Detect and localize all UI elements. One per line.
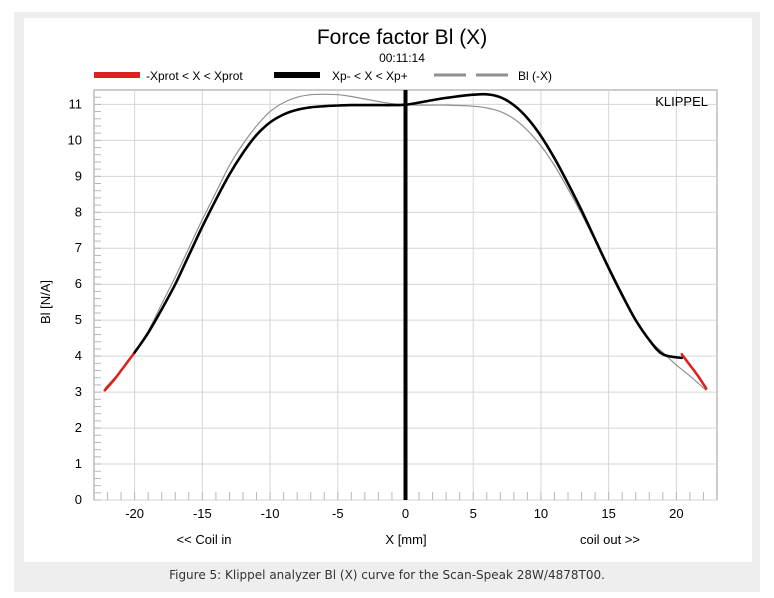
y-tick-label: 11 bbox=[69, 96, 83, 111]
series-line-xprot bbox=[103, 351, 136, 392]
x-annotation-left: << Coil in bbox=[177, 532, 232, 547]
y-tick-labels: 0 1 2 3 4 5 6 7 8 9 10 11 bbox=[68, 96, 82, 507]
y-tick-label: 9 bbox=[75, 168, 82, 183]
legend-label-mirror: Bl (-X) bbox=[518, 69, 552, 83]
series-line-xprot bbox=[680, 353, 708, 390]
x-tick-label: 5 bbox=[470, 506, 477, 521]
x-tick-label: 20 bbox=[669, 506, 683, 521]
y-axis-label: Bl [N/A] bbox=[38, 280, 53, 324]
y-tick-label: 2 bbox=[75, 420, 82, 435]
chart-figure: Force factor Bl (X) 00:11:14 -Xprot < X … bbox=[24, 18, 752, 562]
y-tick-label: 4 bbox=[75, 348, 82, 363]
figure-frame: Force factor Bl (X) 00:11:14 -Xprot < X … bbox=[14, 12, 760, 592]
chart-title: Force factor Bl (X) bbox=[317, 26, 487, 49]
y-tick-label: 3 bbox=[75, 384, 82, 399]
x-tick-labels: -20 -15 -10 -5 0 5 10 15 20 bbox=[125, 506, 683, 521]
x-tick-label: 10 bbox=[534, 506, 548, 521]
y-tick-label: 5 bbox=[75, 312, 82, 327]
x-annotation-right: coil out >> bbox=[580, 532, 640, 547]
series-layer bbox=[103, 90, 708, 500]
x-tick-label: -20 bbox=[125, 506, 144, 521]
y-tick-label: 0 bbox=[75, 492, 82, 507]
x-tick-label: 0 bbox=[402, 506, 409, 521]
bl-chart: Force factor Bl (X) 00:11:14 -Xprot < X … bbox=[38, 26, 718, 547]
watermark: KLIPPEL bbox=[655, 94, 708, 109]
y-tick-label: 10 bbox=[68, 132, 82, 147]
x-tick-label: 15 bbox=[601, 506, 615, 521]
y-tick-label: 8 bbox=[75, 204, 82, 219]
chart-subtitle: 00:11:14 bbox=[379, 51, 425, 65]
y-tick-label: 7 bbox=[75, 240, 82, 255]
x-tick-label: -5 bbox=[332, 506, 344, 521]
legend-swatch-xp bbox=[274, 72, 320, 78]
x-tick-label: -10 bbox=[261, 506, 280, 521]
x-tick-label: -15 bbox=[193, 506, 212, 521]
figure-caption: Figure 5: Klippel analyzer Bl (X) curve … bbox=[169, 568, 605, 582]
legend-swatch-xprot bbox=[94, 72, 140, 78]
legend: -Xprot < X < Xprot Xp- < X < Xp+ Bl (-X) bbox=[94, 69, 552, 83]
y-tick-label: 1 bbox=[75, 456, 82, 471]
legend-label-xprot: -Xprot < X < Xprot bbox=[146, 69, 243, 83]
minor-ticks bbox=[94, 96, 704, 501]
x-axis-label: X [mm] bbox=[385, 532, 426, 547]
legend-label-xp: Xp- < X < Xp+ bbox=[332, 69, 408, 83]
y-tick-label: 6 bbox=[75, 276, 82, 291]
